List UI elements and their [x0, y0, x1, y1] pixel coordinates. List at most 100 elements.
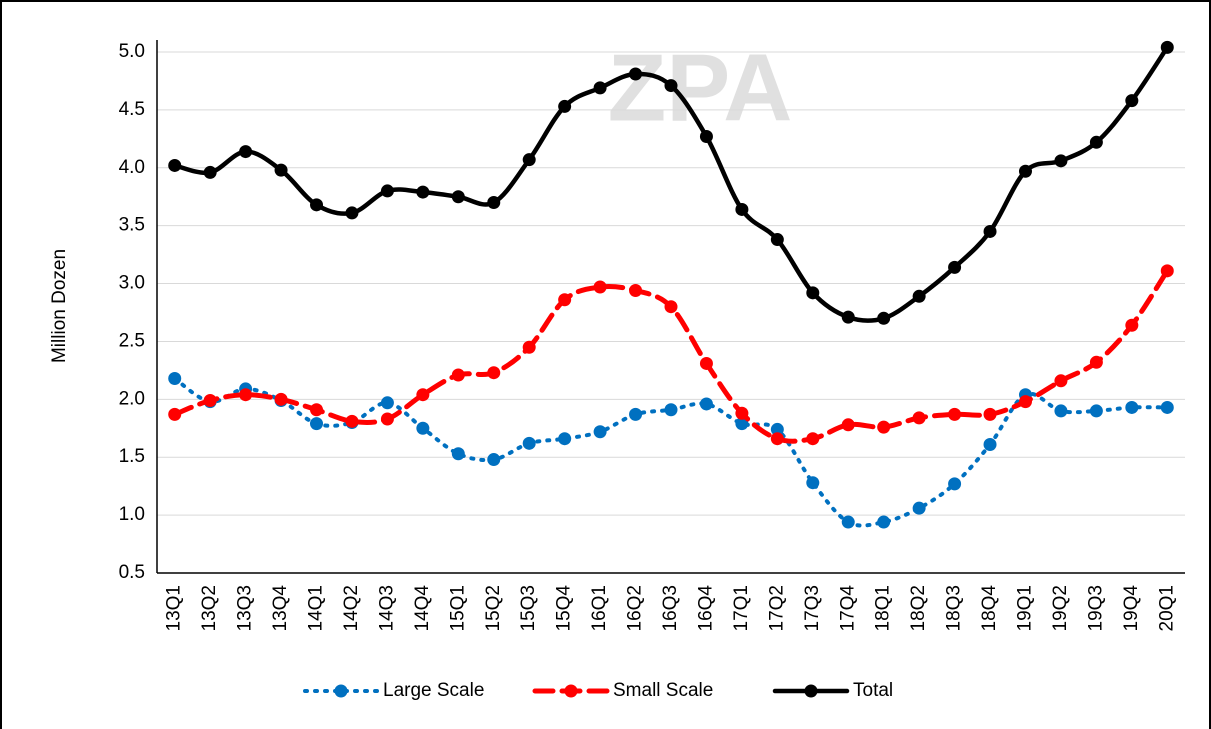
- point: [416, 186, 429, 199]
- point: [1090, 356, 1103, 369]
- x-tick-label: 16Q2: [625, 585, 646, 631]
- x-tick-label: 17Q3: [802, 585, 823, 631]
- legend-marker: [335, 685, 348, 698]
- point: [523, 153, 536, 166]
- point: [275, 164, 288, 177]
- y-tick-label: 3.0: [119, 273, 145, 294]
- point: [381, 413, 394, 426]
- x-tick-label: 16Q1: [589, 585, 610, 631]
- point: [168, 372, 181, 385]
- x-tick-label: 16Q4: [695, 585, 716, 632]
- point: [913, 290, 926, 303]
- x-tick-label: 20Q1: [1156, 585, 1177, 631]
- point: [665, 300, 678, 313]
- point: [629, 284, 642, 297]
- point: [594, 281, 607, 294]
- point: [629, 408, 642, 421]
- point: [1161, 41, 1174, 54]
- point: [806, 476, 819, 489]
- point: [452, 190, 465, 203]
- x-tick-label: 13Q3: [235, 585, 256, 631]
- point: [558, 100, 571, 113]
- legend-label: Total: [853, 680, 893, 701]
- x-tick-label: 17Q1: [731, 585, 752, 631]
- point: [1054, 404, 1067, 417]
- y-tick-label: 0.5: [119, 562, 145, 583]
- point: [594, 425, 607, 438]
- x-tick-label: 19Q2: [1050, 585, 1071, 631]
- x-tick-label: 13Q2: [199, 585, 220, 631]
- x-tick-label: 19Q1: [1014, 585, 1035, 631]
- point: [1161, 264, 1174, 277]
- point: [487, 196, 500, 209]
- point: [842, 516, 855, 529]
- point: [487, 453, 500, 466]
- point: [239, 388, 252, 401]
- point: [381, 396, 394, 409]
- x-tick-label: 18Q2: [908, 585, 929, 631]
- point: [1125, 401, 1138, 414]
- point: [558, 293, 571, 306]
- point: [452, 447, 465, 460]
- y-tick-label: 2.0: [119, 388, 145, 409]
- point: [735, 407, 748, 420]
- point: [913, 411, 926, 424]
- y-tick-label: 5.0: [119, 41, 145, 62]
- point: [416, 422, 429, 435]
- point: [345, 206, 358, 219]
- point: [168, 408, 181, 421]
- point: [416, 388, 429, 401]
- y-tick-label: 4.0: [119, 157, 145, 178]
- x-tick-label: 15Q2: [483, 585, 504, 631]
- point: [523, 437, 536, 450]
- point: [452, 369, 465, 382]
- point: [1054, 374, 1067, 387]
- point: [1019, 165, 1032, 178]
- legend-label: Large Scale: [383, 680, 484, 701]
- point: [700, 357, 713, 370]
- point: [1054, 154, 1067, 167]
- point: [984, 408, 997, 421]
- y-tick-label: 4.5: [119, 99, 145, 120]
- point: [771, 432, 784, 445]
- x-tick-label: 15Q3: [518, 585, 539, 631]
- point: [558, 432, 571, 445]
- point: [275, 393, 288, 406]
- point: [806, 286, 819, 299]
- point: [948, 408, 961, 421]
- x-tick-label: 17Q4: [837, 585, 858, 632]
- x-tick-label: 18Q1: [873, 585, 894, 631]
- y-tick-label: 1.0: [119, 504, 145, 525]
- x-tick-label: 18Q3: [944, 585, 965, 631]
- point: [310, 403, 323, 416]
- point: [877, 421, 890, 434]
- x-tick-label: 15Q4: [554, 585, 575, 632]
- x-tick-label: 13Q1: [164, 585, 185, 631]
- point: [842, 311, 855, 324]
- point: [806, 432, 819, 445]
- x-tick-label: 18Q4: [979, 585, 1000, 632]
- point: [877, 312, 890, 325]
- legend-marker: [805, 685, 818, 698]
- point: [735, 203, 748, 216]
- point: [700, 130, 713, 143]
- y-tick-label: 1.5: [119, 446, 145, 467]
- point: [771, 233, 784, 246]
- legend-marker: [565, 685, 578, 698]
- point: [523, 341, 536, 354]
- point: [629, 67, 642, 80]
- point: [310, 198, 323, 211]
- point: [984, 225, 997, 238]
- point: [1125, 319, 1138, 332]
- point: [842, 418, 855, 431]
- x-tick-label: 13Q4: [270, 585, 291, 632]
- legend-label: Small Scale: [613, 680, 713, 701]
- y-tick-label: 3.5: [119, 215, 145, 236]
- y-axis-label: Million Dozen: [49, 249, 70, 363]
- chart: ZPA Million Dozen 0.51.01.52.02.53.03.54…: [0, 0, 1211, 729]
- x-tick-label: 16Q3: [660, 585, 681, 631]
- point: [204, 394, 217, 407]
- point: [487, 366, 500, 379]
- y-tick-label: 2.5: [119, 330, 145, 351]
- point: [204, 166, 217, 179]
